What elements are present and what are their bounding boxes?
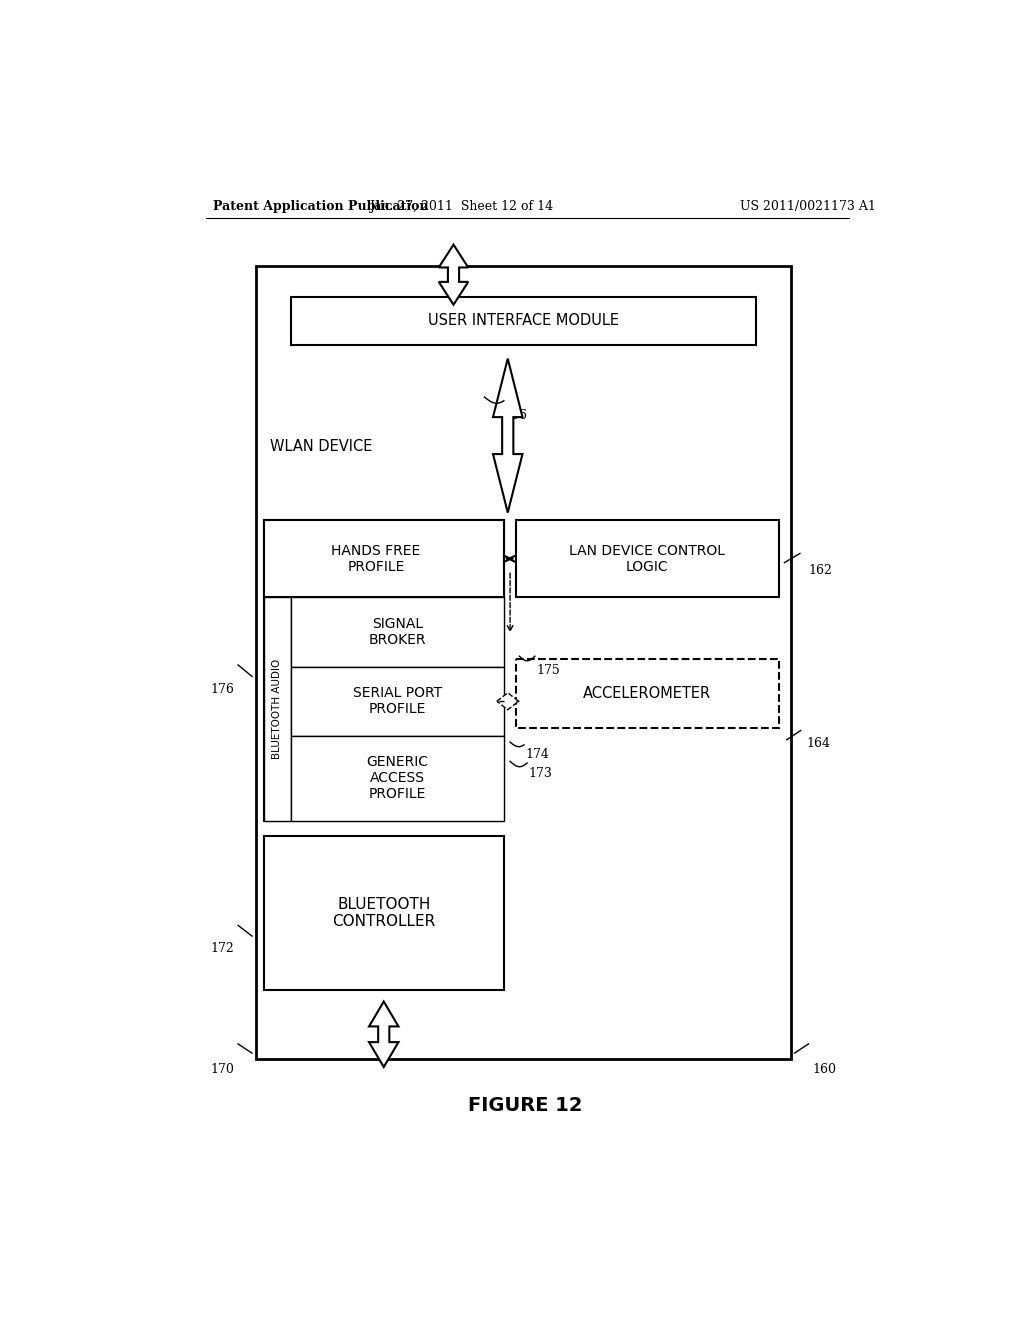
Text: Patent Application Publication: Patent Application Publication	[213, 199, 429, 213]
Text: US 2011/0021173 A1: US 2011/0021173 A1	[740, 199, 877, 213]
Text: 173: 173	[528, 767, 553, 780]
Bar	[291, 667, 504, 737]
Text: SERIAL PORT
PROFILE: SERIAL PORT PROFILE	[352, 686, 442, 717]
Text: FIGURE 12: FIGURE 12	[468, 1096, 582, 1115]
Text: SIGNAL
BROKER: SIGNAL BROKER	[369, 616, 426, 647]
Text: 172: 172	[210, 942, 234, 956]
Text: BLUETOOTH AUDIO: BLUETOOTH AUDIO	[272, 659, 283, 759]
Text: 175: 175	[537, 664, 560, 677]
Text: 166: 166	[504, 409, 528, 421]
Text: WLAN DEVICE: WLAN DEVICE	[270, 440, 372, 454]
Text: 176: 176	[210, 682, 234, 696]
Text: BLUETOOTH
CONTROLLER: BLUETOOTH CONTROLLER	[332, 896, 435, 929]
Bar	[263, 836, 504, 990]
Bar	[291, 597, 504, 667]
Text: 160: 160	[812, 1063, 837, 1076]
Text: Jan. 27, 2011  Sheet 12 of 14: Jan. 27, 2011 Sheet 12 of 14	[370, 199, 553, 213]
Text: 174: 174	[525, 748, 550, 762]
Text: 170: 170	[210, 1063, 234, 1076]
Bar	[263, 520, 504, 597]
Text: ACCELEROMETER: ACCELEROMETER	[584, 686, 712, 701]
Bar	[263, 597, 291, 821]
Text: 164: 164	[806, 737, 830, 750]
Text: 162: 162	[809, 564, 833, 577]
Polygon shape	[438, 244, 468, 305]
Bar	[515, 520, 779, 597]
Bar	[515, 659, 779, 729]
Bar	[256, 267, 791, 1059]
Text: LAN DEVICE CONTROL
LOGIC: LAN DEVICE CONTROL LOGIC	[569, 544, 725, 574]
Polygon shape	[493, 359, 522, 512]
Bar	[263, 520, 504, 821]
Bar	[291, 737, 504, 821]
Bar	[291, 297, 756, 345]
Polygon shape	[369, 1002, 398, 1067]
Polygon shape	[497, 693, 518, 710]
Text: USER INTERFACE MODULE: USER INTERFACE MODULE	[428, 313, 618, 329]
Text: HANDS FREE
PROFILE: HANDS FREE PROFILE	[332, 544, 421, 574]
Text: GENERIC
ACCESS
PROFILE: GENERIC ACCESS PROFILE	[367, 755, 428, 801]
